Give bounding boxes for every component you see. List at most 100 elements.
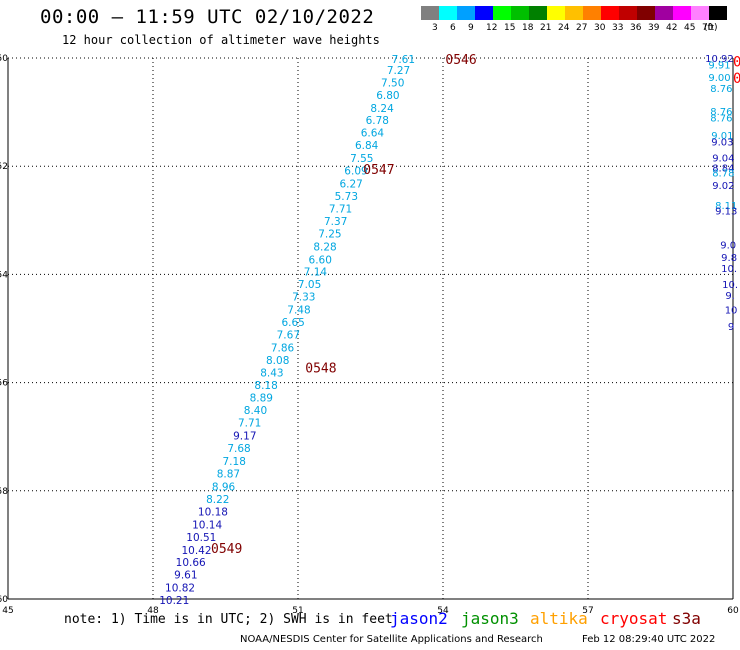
legend-swatch (439, 6, 457, 20)
wave-height-label: 7.68 (227, 443, 250, 455)
wave-height-label: 9.0 (720, 241, 736, 252)
legend-swatch (601, 6, 619, 20)
legend-swatch (547, 6, 565, 20)
legend-swatch (655, 6, 673, 20)
altimeter-track: 7.617.277.506.808.246.786.646.847.556.09… (159, 54, 415, 607)
lat-tick-label: -58 (0, 487, 8, 497)
wave-height-label: 9.01 (711, 131, 733, 142)
wave-height-label: 10.14 (192, 519, 222, 531)
wave-height-label: 9.00 (708, 73, 730, 84)
wave-height-label: 9.61 (174, 570, 197, 582)
wave-height-label: 8.22 (206, 494, 229, 506)
wave-height-label: 8.89 (250, 393, 273, 405)
wave-height-label: 9.17 (233, 431, 256, 443)
wave-height-label: 8.84 (712, 163, 734, 174)
axis-ticks: 45 48 51 54 57 60 -50 -52 -54 -56 -58 -60 (0, 54, 739, 616)
page-subtitle: 12 hour collection of altimeter wave hei… (62, 33, 380, 47)
wave-height-label: 8.18 (254, 380, 277, 392)
legend-label: 45 (684, 23, 696, 33)
page-title: 00:00 – 11:59 UTC 02/10/2022 (40, 6, 375, 28)
wave-height-label: 10.66 (176, 557, 206, 569)
legend-label: 70 (702, 23, 714, 33)
wave-height-label: 7.71 (238, 418, 261, 430)
legend-unit: (ft) (704, 23, 718, 33)
wave-height-label: 7.67 (277, 329, 300, 341)
legend-label: 12 (486, 23, 498, 33)
legend-swatch (493, 6, 511, 20)
lon-tick-label: 54 (437, 606, 449, 616)
legend-swatch (511, 6, 529, 20)
wave-height-label: 9.91 (708, 60, 730, 71)
legend-swatch (565, 6, 583, 20)
wave-height-label: 6.78 (366, 115, 389, 127)
wave-height-label: 10. (721, 264, 737, 275)
wave-height-label: 6.27 (339, 179, 362, 191)
cut-time-label: 0 (733, 71, 740, 87)
legend-swatch (583, 6, 601, 20)
legend-swatch (673, 6, 691, 20)
lat-tick-label: -56 (0, 379, 8, 389)
wave-height-label: 10.82 (165, 583, 195, 595)
graticule (7, 57, 734, 600)
wave-height-label: 8.76 (710, 114, 732, 125)
lon-tick-label: 60 (727, 606, 739, 616)
wave-height-label: 9 (728, 322, 734, 333)
wave-height-label: 7.18 (223, 456, 246, 468)
color-legend: 3 6 9 12 15 18 21 24 27 30 33 36 39 42 45 70 (ft) (421, 4, 728, 34)
legend-label: 24 (558, 23, 570, 33)
wave-height-label: 8.08 (266, 355, 289, 367)
lon-tick-label: 45 (2, 606, 13, 616)
wave-height-label: 7.37 (324, 216, 347, 228)
wave-height-label: 10. (722, 280, 738, 291)
wave-height-label: 6.09 (344, 166, 367, 178)
legend-swatch (691, 6, 709, 20)
legend-swatch (457, 6, 475, 20)
cut-time-label: 0 (733, 55, 740, 71)
wave-height-label: 6.80 (376, 90, 399, 102)
legend-label: 30 (594, 23, 606, 33)
time-label: 0549 (211, 542, 242, 557)
wave-height-label: 9.8 (721, 253, 737, 264)
wave-height-label: 8.76 (710, 84, 732, 95)
legend-label: 39 (648, 23, 660, 33)
legend-label: 9 (468, 23, 474, 33)
wave-height-label: 7.86 (271, 342, 295, 354)
legend-label: 6 (450, 23, 456, 33)
wave-height-label: 5.73 (335, 191, 358, 203)
mission-label: jason2 (390, 609, 448, 628)
wave-height-label: 7.48 (287, 305, 310, 317)
generation-timestamp: Feb 12 08:29:40 UTC 2022 (582, 634, 716, 645)
wave-height-label: 7.55 (350, 153, 373, 165)
wave-height-label: 6.65 (281, 317, 304, 329)
wave-height-label: 10.51 (186, 532, 216, 544)
wave-height-label: 10 (725, 306, 738, 317)
mission-label: cryosat (600, 609, 668, 628)
wave-height-label: 7.14 (304, 267, 328, 279)
legend-label: 15 (504, 23, 516, 33)
wave-height-label: 7.50 (381, 77, 404, 89)
wave-height-label: 8.11 (715, 201, 737, 212)
wave-height-label: 9.03 (711, 137, 733, 148)
wave-height-label: 10.92 (705, 54, 734, 65)
legend-label: 21 (540, 23, 552, 33)
wave-height-label: 6.60 (309, 254, 332, 266)
mission-label: altika (530, 609, 588, 628)
wave-height-label: 9. (725, 291, 735, 302)
legend-label: 33 (612, 23, 624, 33)
wave-height-label: 8.87 (217, 468, 240, 480)
wave-height-label: 8.43 (260, 367, 283, 379)
legend-swatch (475, 6, 493, 20)
wave-height-label: 9.02 (712, 181, 734, 192)
wave-height-label: 7.33 (292, 292, 315, 304)
wave-height-label: 8.24 (370, 103, 394, 115)
lat-tick-label: -60 (0, 595, 8, 605)
lat-tick-label: -50 (0, 54, 8, 64)
wave-height-label: 9.13 (715, 207, 737, 218)
legend-label: 42 (666, 23, 678, 33)
time-label: 0546 (445, 53, 476, 68)
lat-tick-label: -52 (0, 162, 8, 172)
wave-height-label: 6.84 (355, 140, 379, 152)
wave-height-label: 7.61 (392, 54, 415, 66)
credit-line: NOAA/NESDIS Center for Satellite Applica… (240, 634, 543, 645)
